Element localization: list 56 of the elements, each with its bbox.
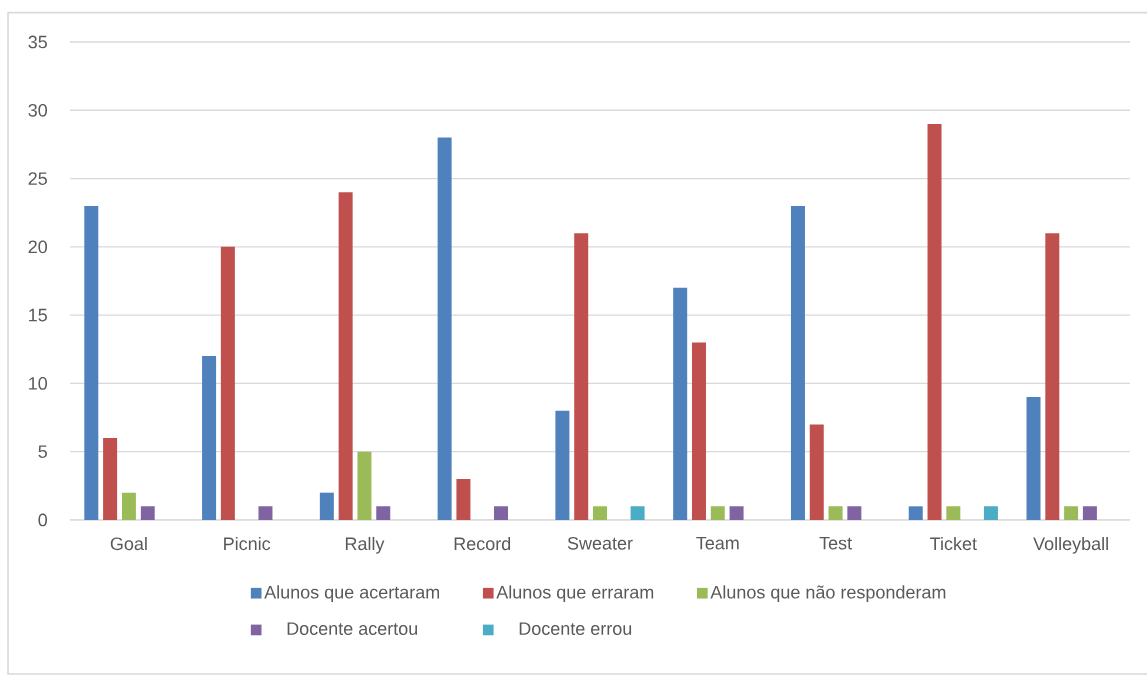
legend-label: Alunos que erraram [496,585,654,603]
bar [946,506,961,520]
bar [574,233,589,520]
y-tick-label: 35 [28,35,47,49]
bar [729,506,744,520]
bar [1064,506,1079,520]
bar [220,246,235,520]
bar [790,205,805,520]
x-tick-label: Rally [345,536,385,554]
bar [847,506,862,520]
x-tick-label: Goal [110,536,147,551]
legend-label: Alunos que acertaram [264,585,440,603]
x-tick-label: Volleyball [1033,536,1108,554]
bar [376,506,391,520]
x-tick-label: Sweater [567,536,633,550]
bar [691,342,706,520]
legend-label: Docente acertou [287,622,418,635]
bar [319,492,334,520]
bar [630,506,645,520]
bar [555,410,570,520]
bar [437,137,452,520]
bar [828,506,843,520]
bar [927,123,942,520]
bar [103,438,118,520]
bar [1026,397,1041,520]
x-tick-label: Picnic [224,536,271,551]
y-tick-label: 20 [28,240,48,254]
y-tick-label: 25 [28,172,47,185]
bar [84,205,99,520]
legend-label: Alunos que não responderam [710,585,946,603]
bar [983,506,998,520]
y-tick-label: 30 [28,103,48,117]
bar [673,287,688,520]
bar [809,424,824,520]
bar [258,506,273,520]
bar [1082,506,1097,520]
bar [494,506,509,520]
bar [202,356,217,520]
legend-label: Docente errou [519,622,632,635]
bar [593,506,607,520]
y-tick-label: 15 [29,308,47,322]
x-tick-label: Team [696,536,739,550]
bar [1045,233,1060,520]
x-tick-label: Record [454,536,511,551]
y-tick-label: 10 [29,377,48,390]
y-tick-label: 0 [38,513,48,527]
y-tick-label: 5 [38,445,47,458]
bar [338,192,353,520]
x-tick-label: Test [819,536,852,550]
bar [710,506,725,520]
bar [456,479,471,520]
x-tick-label: Ticket [930,536,977,551]
bar [908,506,923,520]
bar [140,506,155,520]
bar [121,492,136,520]
bar [357,451,372,520]
